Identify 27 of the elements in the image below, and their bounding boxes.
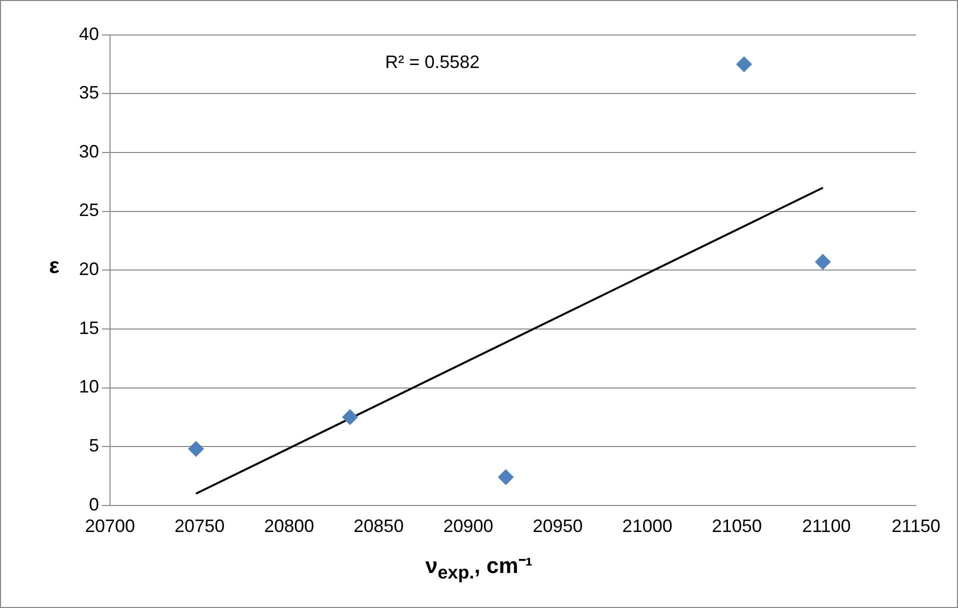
x-tick-label: 20800 bbox=[264, 516, 314, 536]
point bbox=[814, 254, 831, 270]
point bbox=[188, 440, 204, 457]
y-tick-label: 25 bbox=[78, 200, 100, 220]
y-axis-title: ε bbox=[49, 253, 60, 279]
x-tick-label: 20950 bbox=[532, 516, 583, 536]
x-tick-label: 20700 bbox=[84, 516, 136, 536]
y-tick-label: 0 bbox=[89, 494, 100, 514]
y-tick-label: 40 bbox=[78, 24, 100, 44]
x-tick-label: 20750 bbox=[174, 516, 225, 536]
x-tick-label: 21100 bbox=[802, 516, 851, 536]
point bbox=[498, 469, 514, 486]
y-tick-label: 15 bbox=[78, 318, 100, 338]
x-tick-label: 21150 bbox=[892, 516, 940, 536]
x-tick-label: 20900 bbox=[443, 516, 494, 536]
y-tick-label: 20 bbox=[78, 259, 100, 280]
x-tick-label: 21000 bbox=[622, 516, 672, 536]
y-tick-label: 35 bbox=[78, 82, 100, 103]
x-tick-label: 20850 bbox=[354, 516, 404, 536]
y-tick-label: 30 bbox=[78, 141, 100, 162]
point bbox=[342, 409, 358, 426]
y-tick-label: 10 bbox=[78, 376, 100, 397]
annotation: R² = 0.5582 bbox=[385, 52, 480, 72]
point bbox=[736, 56, 752, 72]
x-axis-title: ν$_{exp.}$, cm⁻¹ bbox=[424, 552, 534, 584]
y-tick-label: 5 bbox=[89, 436, 100, 456]
x-tick-label: 21050 bbox=[712, 516, 762, 536]
